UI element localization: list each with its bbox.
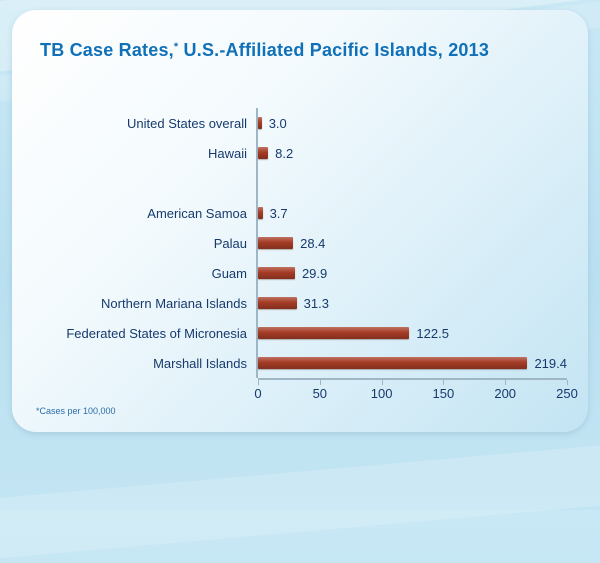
plot-area [256, 168, 567, 198]
chart-row: Federated States of Micronesia 122.5 [33, 318, 567, 348]
chart-title-text: TB Case Rates, [40, 40, 174, 60]
value-label: 31.3 [303, 295, 329, 311]
plot-area: 31.3 [256, 288, 567, 318]
bar [258, 237, 294, 249]
value-label: 28.4 [300, 235, 326, 251]
category-label: Guam [211, 265, 247, 281]
x-tick-label: 100 [370, 386, 393, 401]
x-axis-line [258, 378, 568, 385]
value-label: 122.5 [416, 325, 449, 341]
footnote: *Cases per 100,000 [36, 406, 116, 416]
plot-area: 3.7 [256, 198, 567, 228]
chart-row: American Samoa 3.7 [33, 198, 567, 228]
x-tick-label: 50 [312, 386, 328, 401]
plot-area: 219.4 [256, 348, 567, 378]
x-axis-tick-mark [567, 380, 568, 385]
plot-area: 122.5 [256, 318, 567, 348]
x-axis-tick-mark [381, 380, 383, 385]
chart-rows: United States overall 3.0 Hawaii 8.2 America… [33, 108, 567, 378]
bar [258, 207, 263, 219]
bar [258, 297, 297, 309]
background-stripe [0, 436, 600, 563]
bar [258, 327, 410, 339]
chart-title-text-2: U.S.-Affiliated Pacific Islands, 2013 [178, 40, 490, 60]
plot-area: 29.9 [256, 258, 567, 288]
bar [258, 357, 528, 369]
plot-area: 8.2 [256, 138, 567, 168]
x-tick-label: 0 [254, 386, 262, 401]
bar [258, 267, 295, 279]
x-axis-tick-mark [505, 380, 507, 385]
chart-row: United States overall 3.0 [33, 108, 567, 138]
x-axis-tick-labels: 0 50 100 150 200 250 [254, 386, 577, 406]
x-tick-label: 150 [432, 386, 455, 401]
chart-row: Marshall Islands 219.4 [33, 348, 567, 378]
chart-row: Hawaii 8.2 [33, 138, 567, 168]
x-axis-tick-mark [443, 380, 445, 385]
x-axis-tick-mark [319, 380, 321, 385]
bar [258, 117, 262, 129]
x-tick-label: 250 [556, 386, 578, 401]
category-label: United States overall [127, 115, 247, 131]
chart-row: Northern Mariana Islands 31.3 [33, 288, 567, 318]
plot-area: 3.0 [256, 108, 567, 138]
plot-area: 28.4 [256, 228, 567, 258]
chart-title: TB Case Rates,* U.S.-Affiliated Pacific … [12, 10, 588, 61]
value-label: 3.7 [269, 205, 288, 221]
value-label: 29.9 [301, 265, 328, 281]
bar-chart: United States overall 3.0 Hawaii 8.2 America… [33, 108, 578, 406]
chart-row: Palau 28.4 [33, 228, 567, 258]
category-label: Northern Mariana Islands [101, 295, 247, 311]
category-label: Marshall Islands [153, 355, 247, 371]
value-label: 219.4 [534, 355, 567, 371]
bar [258, 147, 269, 159]
chart-spacer-row [33, 168, 567, 198]
value-label: 3.0 [268, 115, 287, 131]
chart-card: TB Case Rates,* U.S.-Affiliated Pacific … [12, 10, 588, 432]
category-label: American Samoa [147, 205, 247, 221]
value-label: 8.2 [275, 145, 294, 161]
category-label: Hawaii [207, 145, 247, 161]
category-label: Federated States of Micronesia [66, 325, 247, 341]
chart-row: Guam 29.9 [33, 258, 567, 288]
category-label: Palau [213, 235, 247, 251]
x-tick-label: 200 [494, 386, 517, 401]
x-axis-tick-mark [258, 380, 259, 385]
title-asterisk: * [173, 41, 179, 53]
